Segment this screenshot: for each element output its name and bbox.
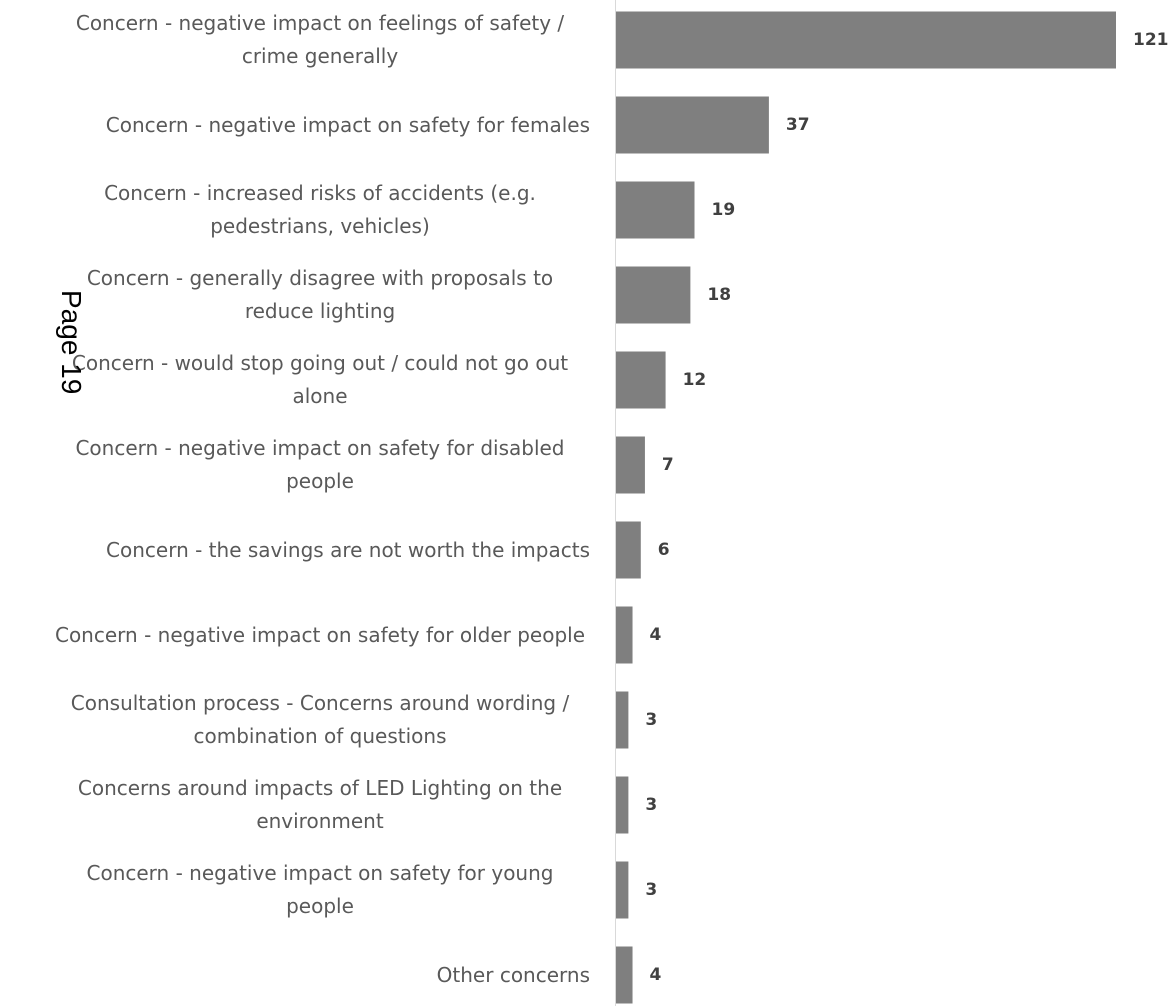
- value-label-8: 4: [649, 625, 662, 645]
- bar-2: [616, 96, 769, 154]
- bar-8: [616, 606, 633, 664]
- value-label-9: 3: [645, 710, 658, 730]
- value-label-6: 7: [661, 455, 674, 475]
- category-label-5: Concern - would stop going out / could n…: [71, 351, 569, 408]
- category-label-8: Concern - negative impact on safety for …: [54, 622, 586, 647]
- value-label-3: 19: [711, 200, 736, 220]
- value-label-2: 37: [785, 115, 810, 135]
- category-label-9: Consultation process - Concerns around w…: [70, 691, 570, 748]
- value-label-10: 3: [645, 795, 658, 815]
- bar-10: [616, 776, 629, 834]
- bar-5: [616, 351, 666, 409]
- value-label-5: 12: [682, 370, 707, 390]
- bar-9: [616, 691, 629, 749]
- bar-7: [616, 521, 641, 579]
- bar-6: [616, 436, 645, 494]
- category-label-12: Other concerns: [436, 962, 590, 987]
- value-label-11: 3: [645, 880, 658, 900]
- value-label-12: 4: [649, 965, 662, 985]
- category-label-1: Concern - negative impact on feelings of…: [75, 11, 565, 68]
- bar-12: [616, 946, 633, 1004]
- bar-4: [616, 266, 691, 324]
- category-label-4: Concern - generally disagree with propos…: [86, 266, 554, 323]
- bar-11: [616, 861, 629, 919]
- bar-3: [616, 181, 695, 239]
- category-label-2: Concern - negative impact on safety for …: [105, 112, 590, 137]
- value-label-4: 18: [707, 285, 732, 305]
- category-label-6: Concern - negative impact on safety for …: [75, 436, 565, 493]
- category-label-11: Concern - negative impact on safety for …: [86, 861, 554, 918]
- value-label-7: 6: [657, 540, 670, 560]
- value-label-1: 121: [1133, 30, 1169, 50]
- category-label-7: Concern - the savings are not worth the …: [106, 537, 590, 562]
- bar-1: [616, 11, 1116, 69]
- category-label-10: Concerns around impacts of LED Lighting …: [77, 776, 563, 833]
- category-label-3: Concern - increased risks of accidents (…: [104, 181, 536, 238]
- page-number-stamp: Page 19: [56, 290, 87, 395]
